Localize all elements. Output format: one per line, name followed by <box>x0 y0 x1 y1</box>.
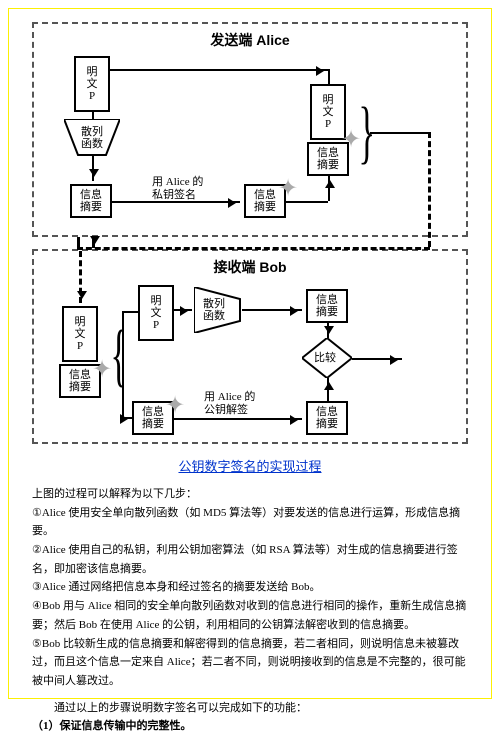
diagram-caption: 公钥数字签名的实现过程 <box>32 456 468 475</box>
receiver-digest-out1-text: 信息 摘要 <box>316 294 338 318</box>
sender-hash-to-digest <box>92 155 94 181</box>
receiver-plaintext-1: 明 文 P <box>75 316 86 352</box>
receiver-plaintext-box-1: 明 文 P <box>62 306 98 362</box>
sender-digest-2-text: 信息 摘要 <box>254 189 276 213</box>
sender-digest-3-text: 信息 摘要 <box>317 147 339 171</box>
receiver-d1-to-cmp <box>327 323 329 338</box>
conclusion-line: 通过以上的步骤说明数字签名可以完成如下的功能： <box>32 699 468 718</box>
sender-hash-label: 散列 函数 <box>74 126 110 150</box>
receiver-brace-to-sig-h <box>122 417 132 419</box>
sender-plaintext-box-1: 明 文 P <box>74 56 110 112</box>
sender-top-arrow-v <box>328 69 330 84</box>
sender-p-to-hash <box>92 112 94 119</box>
receiver-digest-sig-text: 信息 摘要 <box>142 406 164 430</box>
receiver-hash-label: 散列 函数 <box>199 298 229 322</box>
receiver-d2-to-cmp <box>327 378 329 401</box>
feature-1: （1）保证信息传输中的完整性。 <box>32 717 468 736</box>
star-icon-2: ✦ <box>341 128 361 152</box>
receiver-hash-to-d1 <box>242 309 302 311</box>
star-icon-4: ✦ <box>165 394 185 418</box>
receiver-verify-label: 用 Alice 的 公钥解签 <box>204 391 255 417</box>
receiver-digest-in-text: 信息 摘要 <box>69 369 91 393</box>
sender-sign-label: 用 Alice 的 私钥签名 <box>152 176 203 202</box>
receiver-plaintext-box-2: 明 文 P <box>138 285 174 341</box>
receiver-cmp-out <box>352 358 402 360</box>
sender-title: 发送端 Alice <box>210 30 289 50</box>
sender-frame: 发送端 Alice 明 文 P 散列 函数 信息 摘要 用 Alice 的 私钥… <box>32 22 468 237</box>
receiver-in-arrow <box>79 251 82 303</box>
sender-d2-to-d3-v <box>328 176 330 201</box>
receiver-digest-out2-text: 信息 摘要 <box>316 406 338 430</box>
receiver-brace-to-p2 <box>122 311 138 313</box>
receiver-p-to-hash <box>174 309 192 311</box>
compare-label: 比较 <box>314 352 336 364</box>
receiver-title: 接收端 Bob <box>213 257 286 277</box>
sender-digest-1-text: 信息 摘要 <box>80 189 102 213</box>
receiver-digest-out2: 信息 摘要 <box>306 401 348 435</box>
sender-plaintext-1: 明 文 P <box>87 66 98 102</box>
sender-plaintext-2: 明 文 P <box>323 94 334 130</box>
receiver-frame: 接收端 Bob 明 文 P 信息 摘要 ✦ { 明 文 P 散列 函数 信息 摘… <box>32 249 468 444</box>
connector-dash <box>92 237 95 248</box>
star-icon-3: ✦ <box>92 358 112 382</box>
star-icon-1: ✦ <box>278 177 298 201</box>
receiver-brace: { <box>110 321 127 391</box>
receiver-plaintext-2: 明 文 P <box>151 295 162 331</box>
sender-top-arrow <box>110 69 328 71</box>
receiver-digest-out1: 信息 摘要 <box>306 289 348 323</box>
sender-digest-1: 信息 摘要 <box>70 184 112 218</box>
receiver-verify-arrow <box>174 418 302 420</box>
